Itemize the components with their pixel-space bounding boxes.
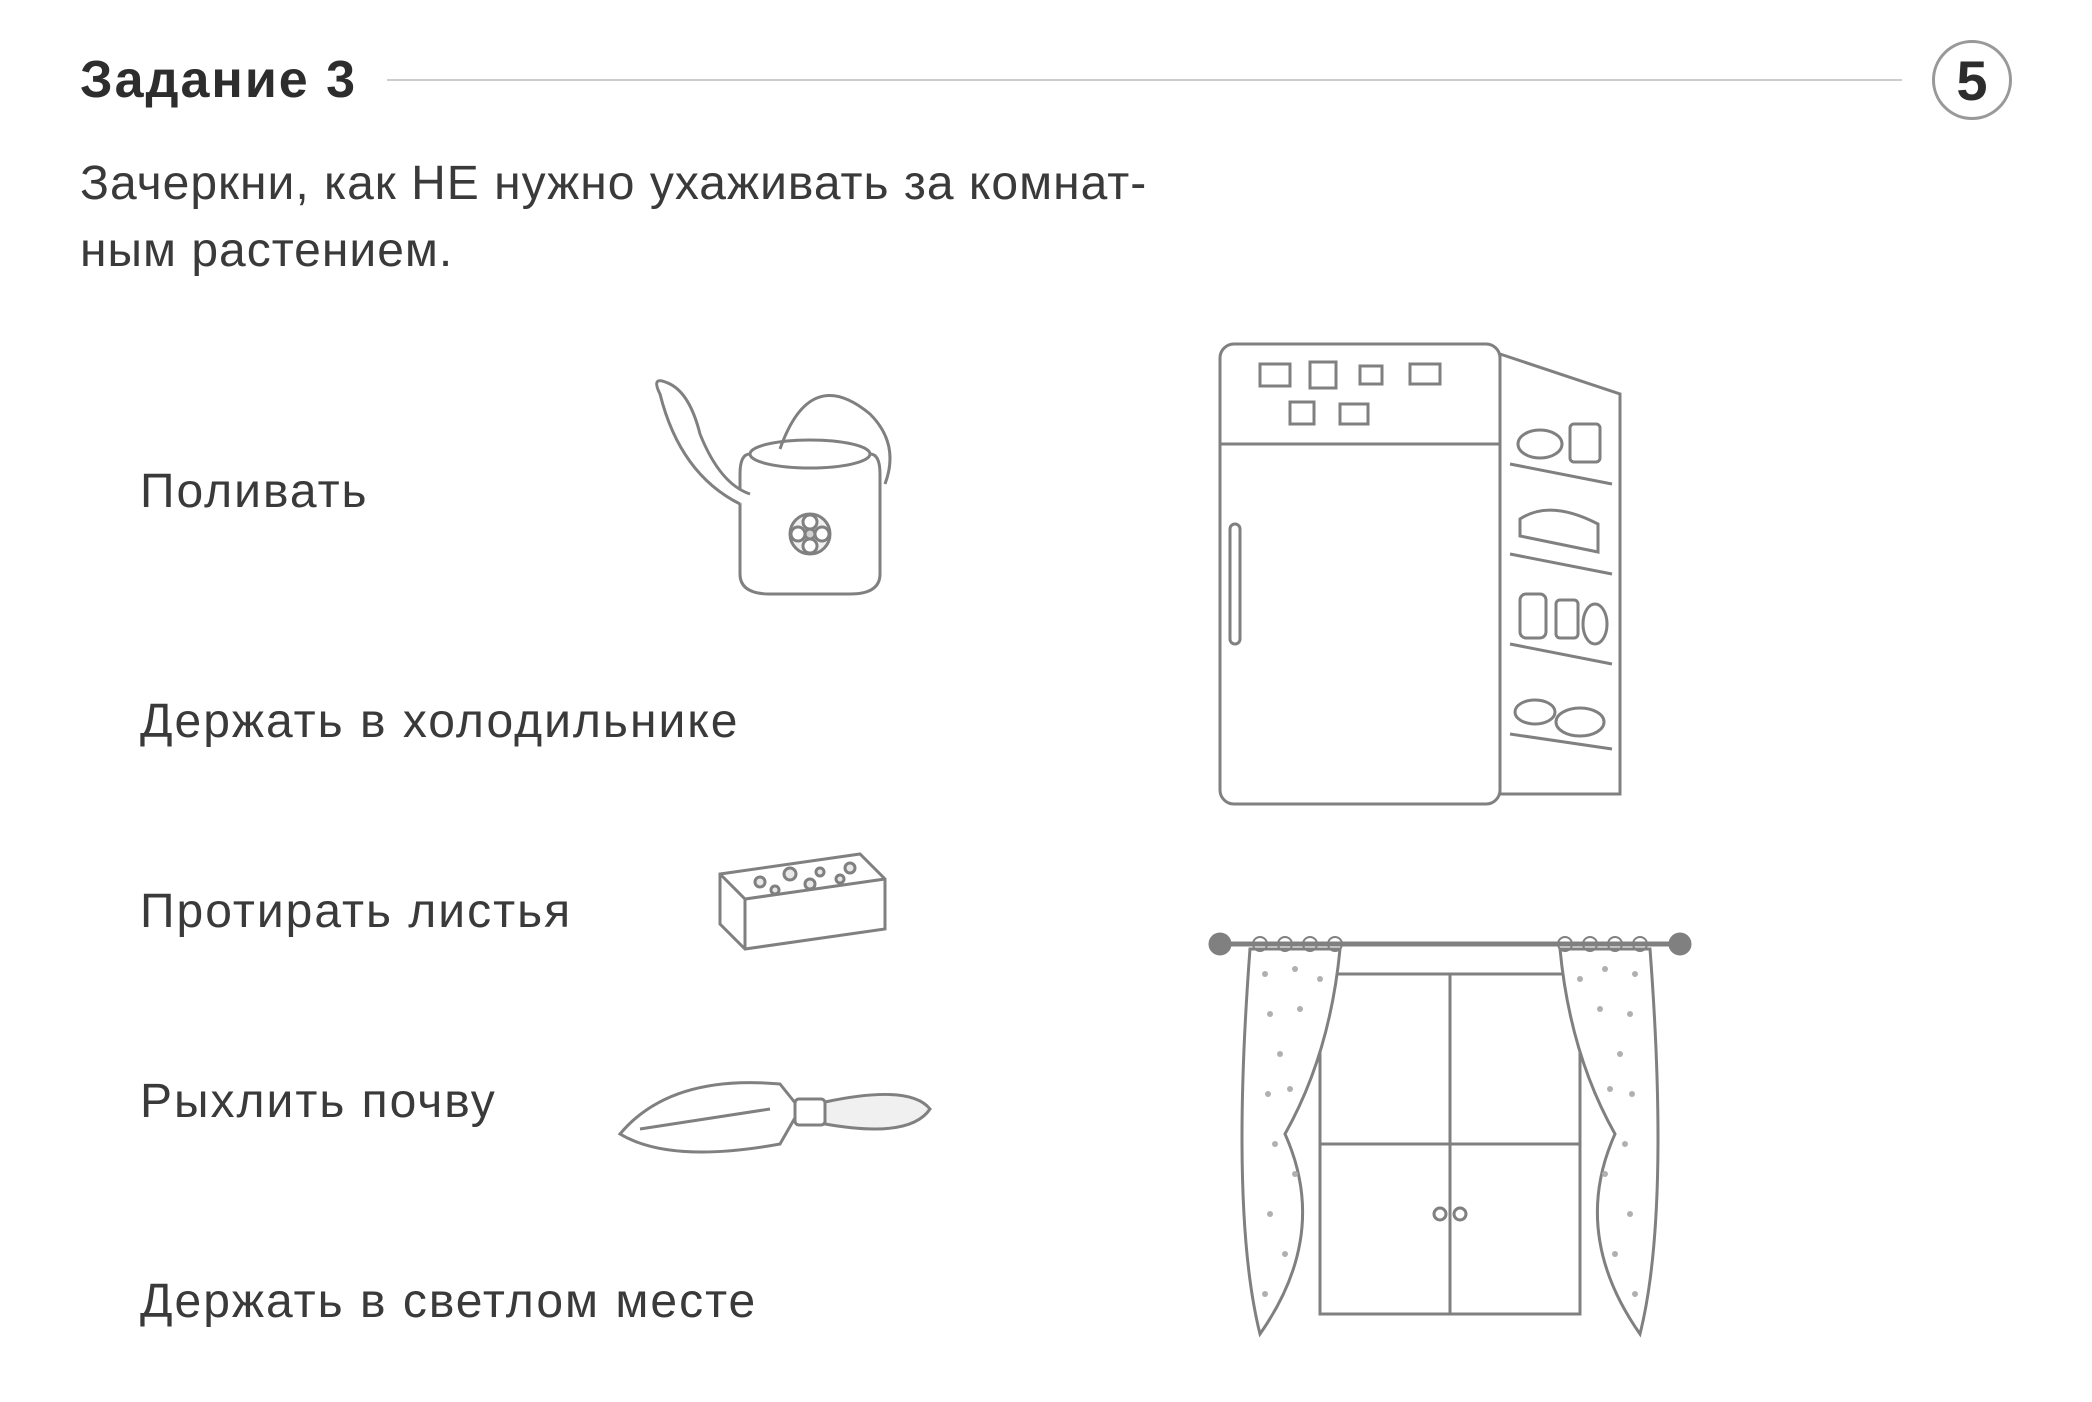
- fridge-icon: [1200, 324, 1640, 824]
- option-loosen-soil[interactable]: Рыхлить почву: [140, 1074, 497, 1129]
- sponge-icon: [700, 824, 900, 954]
- option-bright-place[interactable]: Держать в светлом месте: [140, 1274, 757, 1329]
- score-badge-number: 5: [1956, 48, 1987, 113]
- watering-can-icon: [640, 354, 920, 614]
- score-badge: 5: [1932, 40, 2012, 120]
- header-divider: [387, 79, 1902, 81]
- option-fridge[interactable]: Держать в холодильнике: [140, 694, 740, 749]
- content-area: Поливать Держать в холодильнике Протират…: [80, 334, 2012, 1384]
- option-water[interactable]: Поливать: [140, 464, 369, 519]
- header-row: Задание 3 5: [80, 40, 2012, 120]
- option-wipe-leaves[interactable]: Протирать листья: [140, 884, 572, 939]
- window-curtains-icon: [1200, 914, 1700, 1354]
- task-title: Задание 3: [80, 50, 357, 110]
- trowel-icon: [610, 1014, 940, 1194]
- worksheet-page: Задание 3 5 Зачеркни, как НЕ нужно ухажи…: [0, 0, 2092, 1402]
- instruction-text: Зачеркни, как НЕ нужно ухаживать за комн…: [80, 150, 2012, 284]
